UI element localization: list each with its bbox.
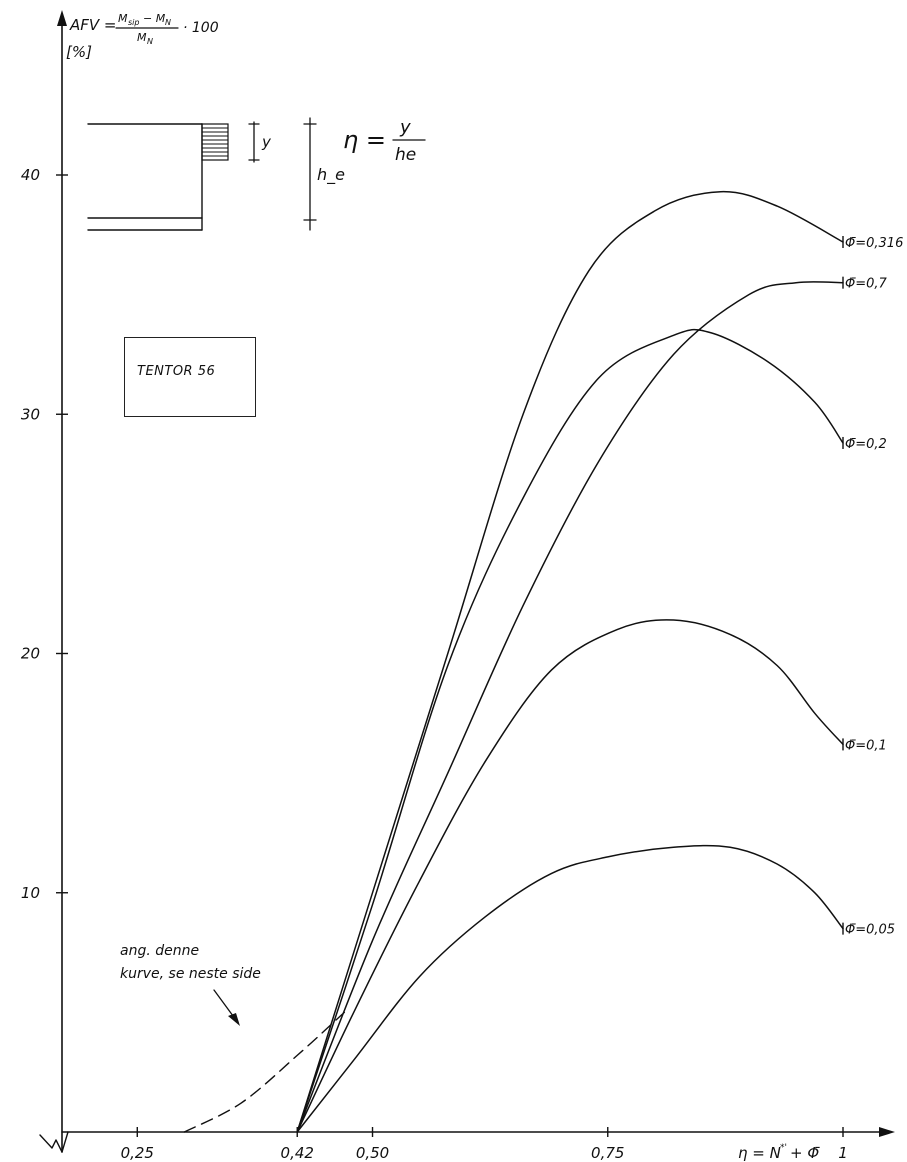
- svg-text:M: M: [137, 31, 147, 44]
- series-line-0: [296, 190, 844, 1133]
- series-line-4: [296, 844, 844, 1133]
- cross-section-diagram: [87, 117, 317, 231]
- svg-text:· 100: · 100: [183, 20, 219, 36]
- eta-definition: η = y he: [343, 117, 426, 165]
- svg-text:*': *': [780, 1143, 787, 1153]
- tentor-label: TENTOR 56: [137, 364, 216, 379]
- series-line-1: [296, 281, 844, 1133]
- tentor-box: TENTOR 56: [124, 337, 256, 417]
- ticks: 0,25 0,42 0,50 0,75 1 10 20 30 40: [21, 166, 848, 1162]
- axes: [39, 10, 895, 1153]
- series-label-1: Φ̄=0,7: [845, 277, 888, 292]
- y-axis-label: AFV = M sip − M N M N · 100: [69, 12, 219, 46]
- svg-text:− M: − M: [143, 12, 166, 25]
- y-tick-label-2: 30: [21, 405, 40, 423]
- series-label-3: Φ̄=0,1: [845, 738, 887, 753]
- note-line-1: ang. denne: [120, 943, 199, 959]
- y-tick-label-0: 10: [21, 884, 40, 902]
- x-axis-arrow: [879, 1127, 895, 1137]
- y-tick-label-3: 40: [21, 166, 40, 184]
- svg-text:N: N: [147, 37, 153, 46]
- series-label-2: Φ̄=0,2: [845, 437, 887, 452]
- series-group: Φ̄=0,316 Φ̄=0,7 Φ̄=0,2 Φ̄=0,1 Φ̄=0,05: [183, 190, 903, 1133]
- svg-text:y: y: [399, 117, 411, 138]
- svg-text:η =: η =: [343, 126, 386, 154]
- y-tick-label-1: 20: [21, 645, 40, 663]
- series-line-3: [296, 619, 844, 1133]
- note-line-2: kurve, se neste side: [120, 966, 261, 982]
- svg-text:N: N: [165, 18, 171, 27]
- y-dimension-label: y: [261, 133, 272, 151]
- x-tick-label-3: 0,75: [591, 1144, 624, 1162]
- svg-text:η = N: η = N: [738, 1144, 781, 1162]
- svg-text:M: M: [118, 12, 128, 25]
- svg-text:he: he: [395, 145, 416, 165]
- note-leader-arrow: [228, 1013, 240, 1026]
- series-line-2: [296, 328, 844, 1133]
- x-tick-label-1: 0,42: [281, 1144, 314, 1162]
- x-tick-label-0: 0,25: [121, 1144, 154, 1162]
- axis-break: [39, 1131, 69, 1153]
- series-label-4: Φ̄=0,05: [845, 923, 895, 938]
- he-dimension-label: h_e: [317, 165, 345, 185]
- svg-text:+ Φ̄: + Φ̄: [790, 1144, 820, 1162]
- svg-text:sip: sip: [128, 18, 139, 27]
- x-tick-label-2: 0,50: [356, 1144, 389, 1162]
- svg-text:AFV =: AFV =: [69, 16, 117, 34]
- dashed-curve: [183, 1011, 345, 1133]
- x-axis-label: η = N *' + Φ̄: [738, 1143, 820, 1162]
- series-label-0: Φ̄=0,316: [845, 236, 903, 251]
- y-axis-arrow: [57, 10, 67, 26]
- y-unit-label: [%]: [66, 43, 92, 61]
- x-tick-label-4: 1: [838, 1144, 848, 1162]
